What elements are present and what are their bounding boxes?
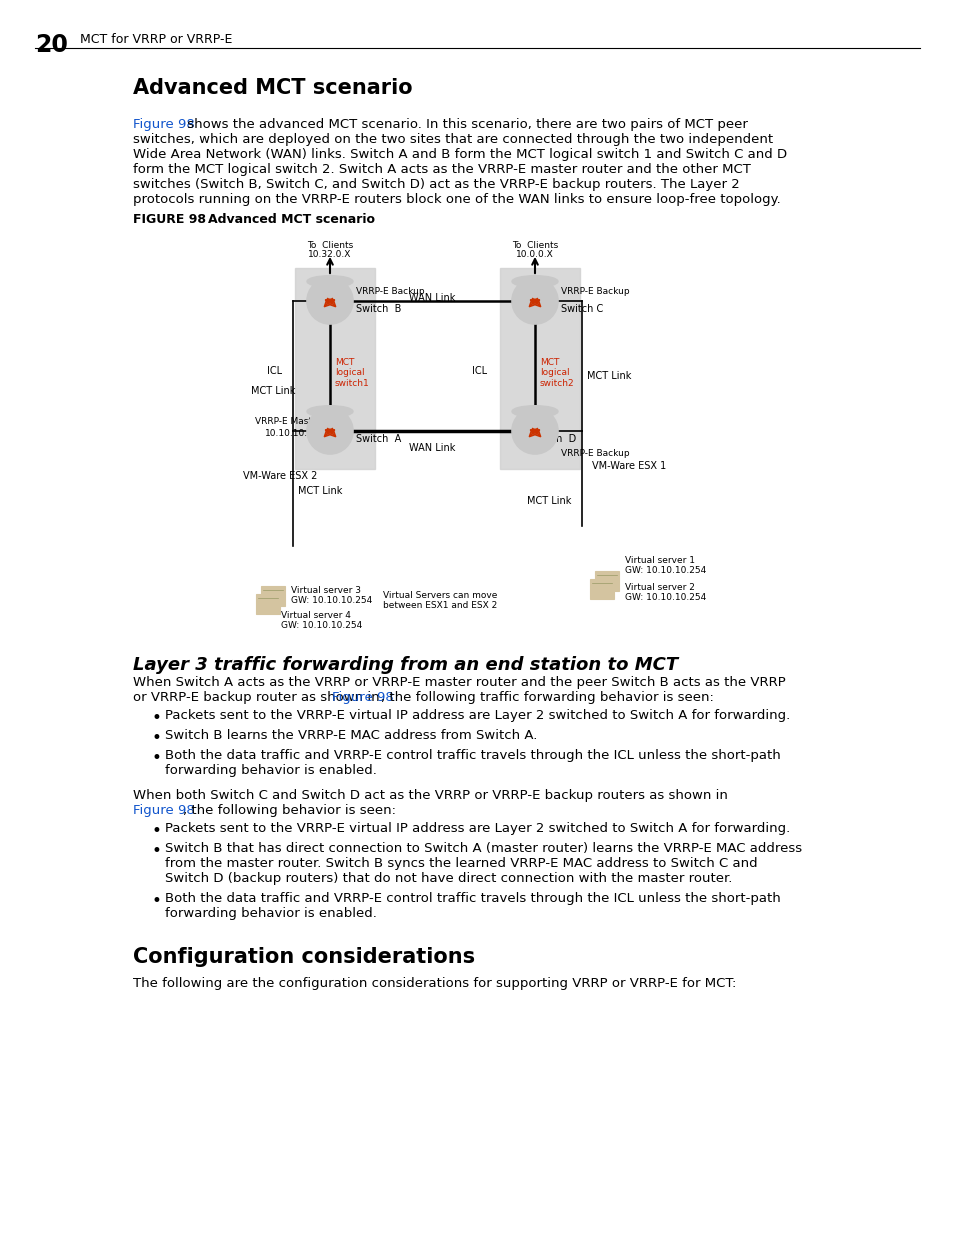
Bar <box>589 579 614 599</box>
Bar <box>261 585 285 606</box>
Ellipse shape <box>512 275 558 288</box>
Ellipse shape <box>512 406 558 417</box>
Text: The following are the configuration considerations for supporting VRRP or VRRP-E: The following are the configuration cons… <box>132 977 736 990</box>
Text: Advanced MCT scenario: Advanced MCT scenario <box>132 78 413 98</box>
Text: •: • <box>152 729 162 747</box>
Text: VRRP-E Backup: VRRP-E Backup <box>560 450 629 458</box>
Text: Figure 98: Figure 98 <box>132 804 194 818</box>
Text: Switch B that has direct connection to Switch A (master router) learns the VRRP-: Switch B that has direct connection to S… <box>165 842 801 855</box>
Text: , the following behavior is seen:: , the following behavior is seen: <box>182 804 395 818</box>
Text: Virtual server 4: Virtual server 4 <box>281 611 351 620</box>
Text: Virtual server 3: Virtual server 3 <box>291 585 360 595</box>
Text: 10.0.0.X: 10.0.0.X <box>516 249 554 259</box>
Text: or VRRP-E backup router as shown in: or VRRP-E backup router as shown in <box>132 692 383 704</box>
Bar <box>294 268 375 469</box>
Text: VM-Ware ESX 2: VM-Ware ESX 2 <box>243 471 317 480</box>
Text: MCT
logical
switch1: MCT logical switch1 <box>335 358 370 388</box>
Text: Figure 98: Figure 98 <box>132 119 194 131</box>
Text: forwarding behavior is enabled.: forwarding behavior is enabled. <box>165 906 376 920</box>
Text: Packets sent to the VRRP-E virtual IP address are Layer 2 switched to Switch A f: Packets sent to the VRRP-E virtual IP ad… <box>165 709 789 722</box>
Text: WAN Link: WAN Link <box>409 293 455 303</box>
Text: 10.10.10.254: 10.10.10.254 <box>265 429 325 438</box>
Text: •: • <box>152 823 162 840</box>
Text: MCT for VRRP or VRRP-E: MCT for VRRP or VRRP-E <box>80 33 233 46</box>
Text: MCT Link: MCT Link <box>297 487 342 496</box>
Text: MCT
logical
switch2: MCT logical switch2 <box>539 358 574 388</box>
Text: GW: 10.10.10.254: GW: 10.10.10.254 <box>291 597 372 605</box>
Text: When Switch A acts as the VRRP or VRRP-E master router and the peer Switch B act: When Switch A acts as the VRRP or VRRP-E… <box>132 676 785 689</box>
Bar <box>499 268 579 469</box>
Text: Both the data traffic and VRRP-E control traffic travels through the ICL unless : Both the data traffic and VRRP-E control… <box>165 892 780 905</box>
Text: Advanced MCT scenario: Advanced MCT scenario <box>208 212 375 226</box>
Text: Packets sent to the VRRP-E virtual IP address are Layer 2 switched to Switch A f: Packets sent to the VRRP-E virtual IP ad… <box>165 823 789 835</box>
Text: between ESX1 and ESX 2: between ESX1 and ESX 2 <box>382 601 497 610</box>
Text: When both Switch C and Switch D act as the VRRP or VRRP-E backup routers as show: When both Switch C and Switch D act as t… <box>132 789 727 802</box>
Ellipse shape <box>307 275 353 288</box>
Text: 20: 20 <box>35 33 68 57</box>
Text: Figure 98: Figure 98 <box>332 692 393 704</box>
Text: Virtual server 2: Virtual server 2 <box>624 583 694 592</box>
Text: •: • <box>152 709 162 727</box>
Text: GW: 10.10.10.254: GW: 10.10.10.254 <box>624 593 705 601</box>
Circle shape <box>307 278 353 324</box>
Text: Switch  D: Switch D <box>530 433 576 445</box>
Circle shape <box>512 278 558 324</box>
Text: shows the advanced MCT scenario. In this scenario, there are two pairs of MCT pe: shows the advanced MCT scenario. In this… <box>182 119 747 131</box>
Circle shape <box>512 408 558 454</box>
Text: MCT Link: MCT Link <box>251 387 295 396</box>
Text: •: • <box>152 892 162 910</box>
Text: FIGURE 98: FIGURE 98 <box>132 212 206 226</box>
Circle shape <box>307 408 353 454</box>
Ellipse shape <box>307 406 353 417</box>
Text: Switch  B: Switch B <box>355 304 401 314</box>
Text: •: • <box>152 748 162 767</box>
Text: VM-Ware ESX 1: VM-Ware ESX 1 <box>592 461 665 471</box>
Text: WAN Link: WAN Link <box>409 443 455 453</box>
Text: VRRP-E Master: VRRP-E Master <box>254 417 321 426</box>
Bar <box>595 571 618 592</box>
Text: 10.32.0.X: 10.32.0.X <box>308 249 352 259</box>
Text: form the MCT logical switch 2. Switch A acts as the VRRP-E master router and the: form the MCT logical switch 2. Switch A … <box>132 163 750 177</box>
Text: , the following traffic forwarding behavior is seen:: , the following traffic forwarding behav… <box>381 692 714 704</box>
Text: MCT Link: MCT Link <box>526 496 571 506</box>
Text: switches, which are deployed on the two sites that are connected through the two: switches, which are deployed on the two … <box>132 133 772 146</box>
Text: Wide Area Network (WAN) links. Switch A and B form the MCT logical switch 1 and : Wide Area Network (WAN) links. Switch A … <box>132 148 786 161</box>
Text: Virtual Servers can move: Virtual Servers can move <box>382 592 497 600</box>
Bar <box>255 594 280 614</box>
Text: Layer 3 traffic forwarding from an end station to MCT: Layer 3 traffic forwarding from an end s… <box>132 656 678 674</box>
Text: forwarding behavior is enabled.: forwarding behavior is enabled. <box>165 764 376 777</box>
Text: To  Clients: To Clients <box>512 241 558 249</box>
Text: VRRP-E Backup: VRRP-E Backup <box>355 287 424 296</box>
Text: GW: 10.10.10.254: GW: 10.10.10.254 <box>281 621 362 630</box>
Text: To  Clients: To Clients <box>307 241 353 249</box>
Text: Switch C: Switch C <box>560 304 602 314</box>
Text: ICL: ICL <box>472 366 487 375</box>
Text: MCT Link: MCT Link <box>586 370 631 382</box>
Text: Configuration considerations: Configuration considerations <box>132 947 475 967</box>
Text: Switch B learns the VRRP-E MAC address from Switch A.: Switch B learns the VRRP-E MAC address f… <box>165 729 537 742</box>
Text: GW: 10.10.10.254: GW: 10.10.10.254 <box>624 566 705 576</box>
Text: from the master router. Switch B syncs the learned VRRP-E MAC address to Switch : from the master router. Switch B syncs t… <box>165 857 757 869</box>
Text: Both the data traffic and VRRP-E control traffic travels through the ICL unless : Both the data traffic and VRRP-E control… <box>165 748 780 762</box>
Text: VRRP-E Backup: VRRP-E Backup <box>560 287 629 296</box>
Text: Switch D (backup routers) that do not have direct connection with the master rou: Switch D (backup routers) that do not ha… <box>165 872 732 885</box>
Text: protocols running on the VRRP-E routers block one of the WAN links to ensure loo: protocols running on the VRRP-E routers … <box>132 193 780 206</box>
Text: •: • <box>152 842 162 860</box>
Text: ICL: ICL <box>267 366 282 375</box>
Text: Switch  A: Switch A <box>355 433 401 445</box>
Text: switches (Switch B, Switch C, and Switch D) act as the VRRP-E backup routers. Th: switches (Switch B, Switch C, and Switch… <box>132 178 739 191</box>
Text: Virtual server 1: Virtual server 1 <box>624 556 695 564</box>
